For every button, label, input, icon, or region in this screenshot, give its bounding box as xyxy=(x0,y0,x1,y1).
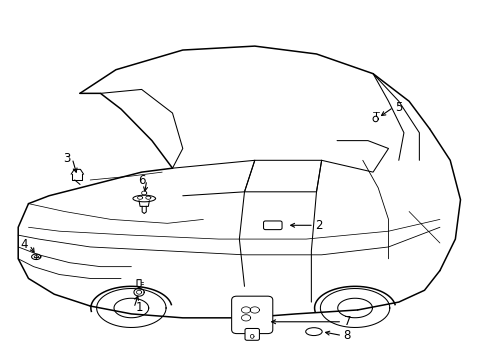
Text: 8: 8 xyxy=(343,329,350,342)
FancyBboxPatch shape xyxy=(263,221,282,230)
Text: 3: 3 xyxy=(63,152,71,165)
Text: 7: 7 xyxy=(343,315,350,328)
Text: 6: 6 xyxy=(138,174,145,186)
Text: 1: 1 xyxy=(135,301,142,315)
Ellipse shape xyxy=(305,328,322,336)
Text: 5: 5 xyxy=(394,101,402,114)
FancyBboxPatch shape xyxy=(231,296,272,334)
Text: 4: 4 xyxy=(20,238,28,252)
FancyBboxPatch shape xyxy=(244,328,259,340)
Text: 2: 2 xyxy=(315,219,322,232)
